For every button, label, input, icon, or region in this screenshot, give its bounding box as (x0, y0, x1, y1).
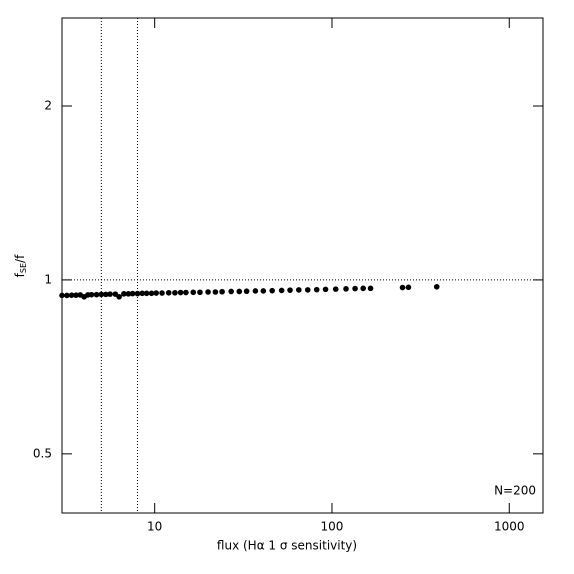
point (93, 291, 100, 298)
x-tick-label: 100 (321, 520, 344, 534)
point (367, 285, 374, 292)
point (296, 287, 302, 293)
x-tick-label: 1000 (494, 520, 525, 534)
point (269, 287, 275, 294)
point (73, 292, 79, 298)
point (143, 290, 150, 297)
point (252, 288, 259, 294)
point (183, 289, 189, 296)
y-tick-label: 1 (44, 272, 52, 286)
point (433, 283, 440, 290)
point (153, 290, 160, 296)
point (103, 291, 109, 298)
point (98, 291, 105, 298)
point (360, 285, 366, 292)
point (304, 287, 311, 293)
point (165, 289, 172, 296)
point (121, 291, 127, 297)
x-axis-label: flux (Hα 1 σ sensitivity) (217, 539, 357, 553)
point (148, 290, 155, 297)
point (134, 290, 141, 297)
annotation: N=200 (494, 484, 536, 498)
point (107, 291, 113, 297)
point (228, 288, 234, 295)
x-tick-label: 10 (147, 520, 162, 534)
y-tick-label: 0.5 (33, 446, 52, 460)
y-label-base: f (13, 272, 27, 277)
point (197, 289, 203, 296)
y-label-rest: /f (13, 254, 27, 263)
point (129, 290, 136, 297)
point (59, 292, 65, 299)
point (64, 292, 70, 299)
point (177, 289, 184, 296)
point (116, 293, 122, 300)
point (190, 289, 197, 296)
point (278, 287, 285, 294)
point (260, 288, 267, 294)
point (243, 288, 250, 295)
point (125, 291, 132, 297)
point (399, 284, 406, 291)
point (332, 286, 339, 292)
point (313, 286, 320, 293)
point (287, 287, 293, 293)
point (405, 284, 412, 291)
y-tick-label: 2 (44, 98, 52, 112)
point (88, 291, 95, 298)
point (212, 289, 219, 295)
y-label-sub: SE (19, 263, 28, 273)
plot-frame (61, 17, 544, 514)
point (322, 286, 329, 293)
point (139, 290, 145, 297)
point (219, 288, 225, 295)
point (172, 289, 178, 296)
point (343, 286, 349, 292)
point (68, 292, 75, 298)
point (159, 290, 165, 296)
y-axis-label: fSE/f (13, 254, 28, 277)
point (205, 289, 211, 295)
point (236, 288, 243, 295)
point (352, 285, 358, 292)
